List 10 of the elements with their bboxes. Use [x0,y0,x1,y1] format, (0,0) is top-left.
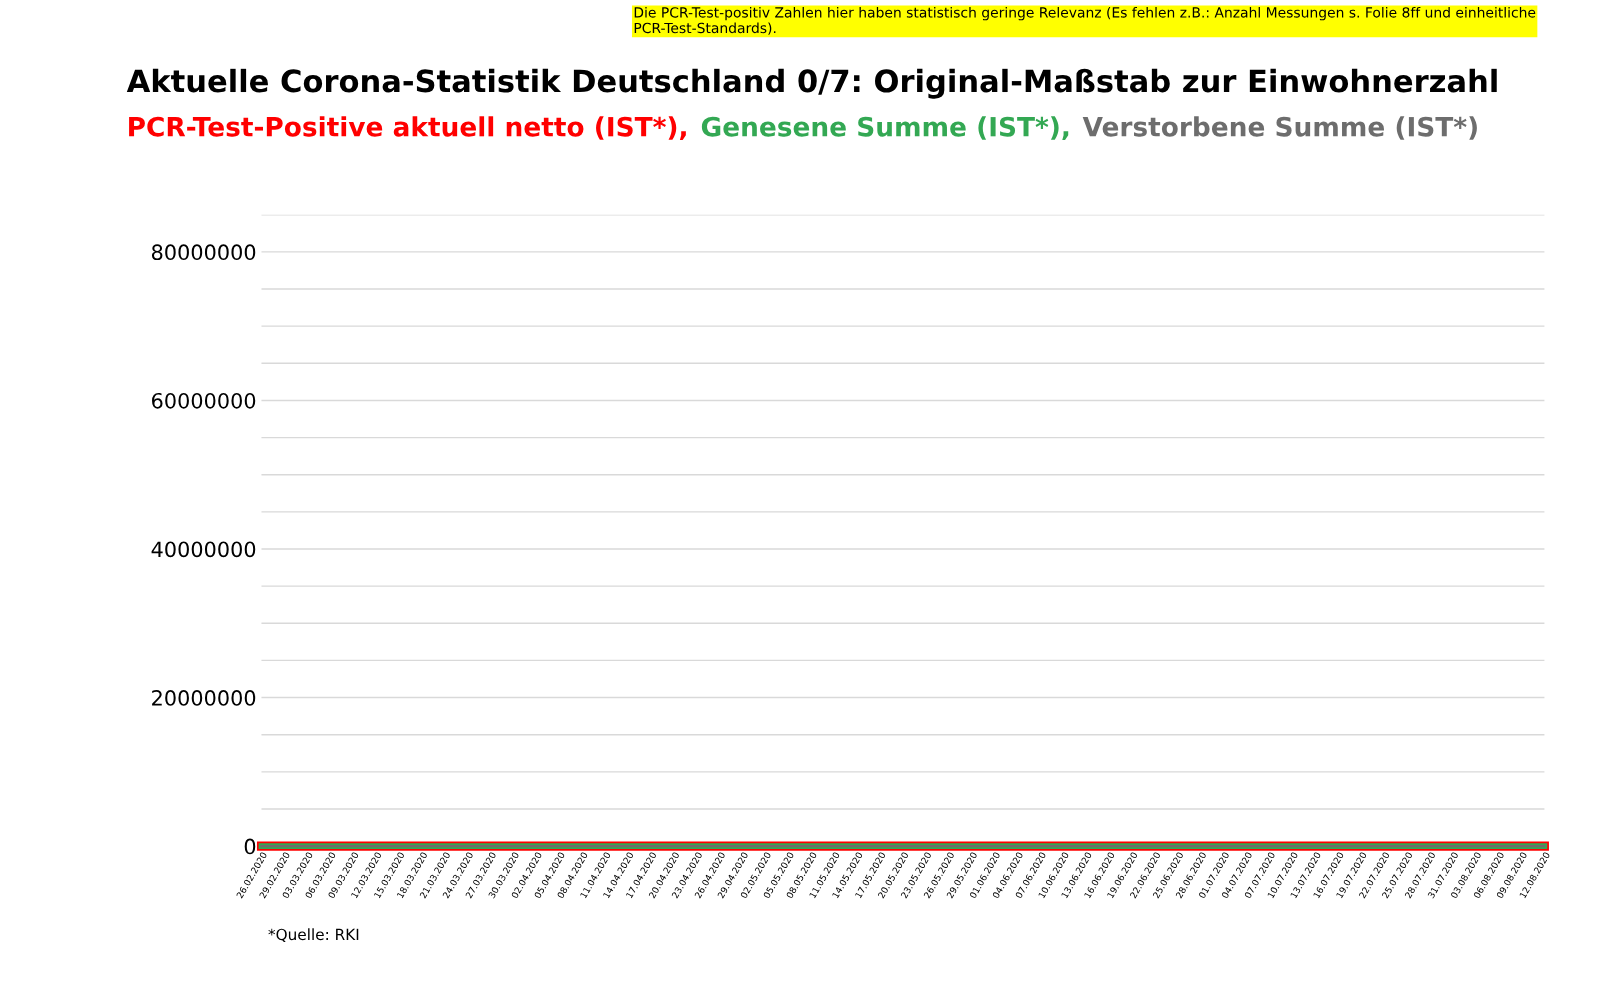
y-tick-label: 80000000 [151,244,256,261]
text: *Quelle: RKI [268,928,359,942]
text: Genesene Summe (IST*), [701,116,1069,141]
y-tick-label: 60000000 [152,392,256,409]
y-tick-label: 20000000 [152,690,256,706]
text: Die PCR-Test-positiv Zahlen hier haben statistisch geringe Relevanz (Es fehlen z.B.: Anzahl Messungen s. Folie 8ff und einheitliche PCR-Test-Standards). [634,6,1536,35]
text: PCR-Test-Positive aktuell netto (IST*), [129,116,686,141]
text: Verstorbene Summe (IST*) [1082,116,1477,140]
y-tick-label: 40000000 [151,541,256,558]
chart-title: Aktuelle Corona-Statistik Deutschland 0/7: Original-Maßstab zur Einwohnerzahl [126,68,1497,99]
